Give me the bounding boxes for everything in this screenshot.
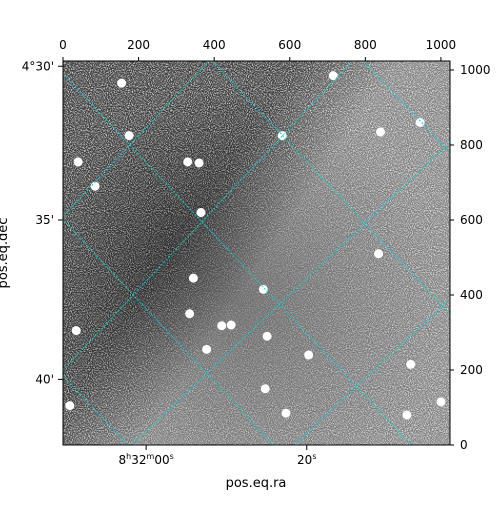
ra-tick-label: 20s [297,452,316,467]
right-tick-label: 800 [460,138,483,152]
top-pixel-axis: 0 200 400 600 800 1000 [59,38,456,61]
bright-source [375,127,385,137]
top-tick-label: 1000 [426,38,457,52]
bright-source [73,157,83,167]
x-axis-label: pos.eq.ra [226,476,287,491]
bright-sources [65,71,446,420]
bright-source [71,326,81,336]
coordinate-grid [63,61,450,445]
bright-source [124,131,134,141]
dec-axis: 4°30' 35' 40' [22,59,63,386]
bright-source [436,397,446,407]
ra-axis: 8h32m00s 20s [119,445,316,467]
bright-source [374,249,384,259]
right-tick-label: 0 [460,438,468,452]
bright-source [196,208,206,217]
bright-source [188,273,198,283]
bright-source [402,410,412,420]
grid-line [63,219,275,445]
bright-source [262,331,272,341]
bright-source [65,401,75,411]
bright-source [217,321,227,331]
right-tick-label: 1000 [460,63,491,77]
right-tick-label: 200 [460,363,483,377]
dec-tick-label: 35' [35,213,54,227]
top-tick-label: 200 [127,38,150,52]
grid-line [130,141,450,445]
grid-line [63,61,210,217]
y-axis-label: pos.eq.dec [0,218,11,289]
top-tick-label: 400 [203,38,226,52]
bright-source [406,359,416,369]
bright-source [194,158,204,168]
dec-tick-label: 4°30' [22,59,54,73]
bright-source [90,181,100,191]
bright-source [202,344,212,354]
bright-source [260,384,270,394]
grid-line [362,61,450,153]
dec-tick-label: 40' [35,372,54,386]
grid-line [211,61,450,315]
bright-source [183,157,193,167]
image-bright-region [63,61,450,445]
right-tick-label: 400 [460,288,483,302]
top-tick-label: 800 [354,38,377,52]
grid-line [293,298,450,445]
bright-source [415,118,425,127]
grid-line [63,375,129,445]
grid-line [63,61,354,371]
bright-source [281,408,291,418]
bright-source [258,284,268,294]
bright-source [226,320,236,330]
plot-frame [62,60,451,446]
bright-source [304,350,314,360]
right-pixel-axis: 0 200 400 600 800 1000 [450,63,491,452]
ra-tick-label: 8h32m00s [119,452,174,467]
bright-source [328,71,338,81]
top-tick-label: 600 [278,38,301,52]
bright-source [185,309,195,319]
right-tick-label: 600 [460,213,483,227]
top-tick-label: 0 [59,38,67,52]
sky-image [63,61,450,445]
bright-source [117,78,127,88]
